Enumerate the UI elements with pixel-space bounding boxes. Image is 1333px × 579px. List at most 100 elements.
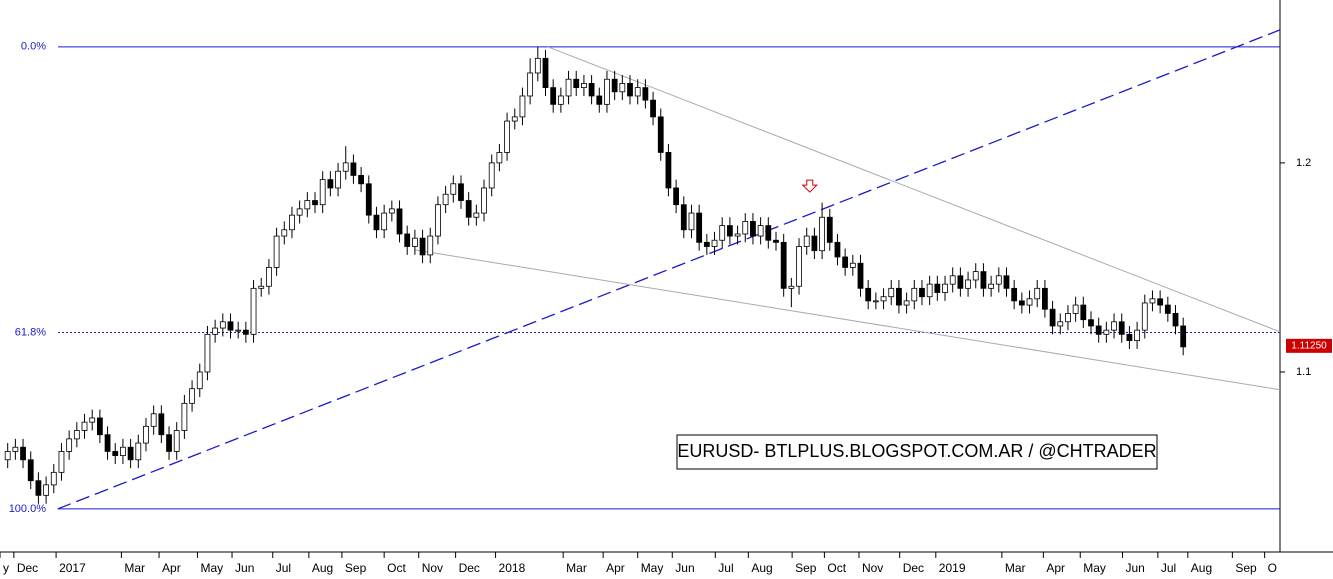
x-tick-label: Mar <box>1005 561 1026 575</box>
candle-body <box>1103 329 1110 335</box>
candle-body <box>726 225 733 237</box>
candle-body <box>1118 321 1125 335</box>
candle-body <box>204 333 211 373</box>
candle-body <box>573 78 580 89</box>
candle-body <box>43 484 49 496</box>
candle-body <box>734 233 741 237</box>
candle-body <box>1026 298 1033 306</box>
x-tick-label: Apr <box>1046 561 1065 575</box>
candle-body <box>780 241 787 289</box>
candle-body <box>27 459 34 482</box>
candle-body <box>665 152 672 189</box>
candle-body <box>742 221 749 235</box>
fib-label: 0.0% <box>21 41 46 53</box>
candle-body <box>442 193 449 206</box>
candle-body <box>504 120 510 153</box>
candle-body <box>235 329 242 332</box>
x-tick-label: Jul <box>718 561 733 575</box>
candle-body <box>673 187 680 206</box>
candle-body <box>527 72 534 97</box>
candle-body <box>388 208 395 214</box>
last-price-box <box>1286 338 1332 353</box>
candle-body <box>358 175 365 185</box>
candle-body <box>511 116 518 122</box>
candle-body <box>903 300 910 306</box>
candle-body <box>1003 275 1010 289</box>
candle-body <box>135 442 142 461</box>
candle-body <box>1180 325 1187 348</box>
candle-body <box>849 262 856 268</box>
candle-body <box>1011 287 1018 302</box>
candle-body <box>327 179 334 189</box>
x-tick-label: Sep <box>795 561 817 575</box>
last-price-label: 1.11250 <box>1291 340 1327 351</box>
candle-body <box>319 179 326 206</box>
candle-body <box>911 287 918 302</box>
candle-body <box>435 204 441 237</box>
candle-body <box>73 430 80 440</box>
candle-body <box>703 241 710 247</box>
x-tick-label: Mar <box>566 561 587 575</box>
candle-body <box>1134 329 1140 342</box>
candle-body <box>1072 304 1079 314</box>
candle-body <box>919 287 925 298</box>
x-tick-label: Apr <box>606 561 625 575</box>
candle-body <box>588 83 595 97</box>
candle-body <box>458 183 464 201</box>
candle-body <box>696 212 703 243</box>
candle-body <box>427 235 434 256</box>
candle-body <box>112 451 119 457</box>
candle-body <box>150 413 157 427</box>
candle-body <box>542 57 549 89</box>
candle-body <box>657 116 664 153</box>
candle-body <box>227 321 234 331</box>
candle-body <box>819 216 825 252</box>
candle-body <box>496 152 503 164</box>
candle-body <box>219 321 226 329</box>
candle-body <box>634 87 641 97</box>
candle-body <box>834 241 841 258</box>
candle-body <box>957 275 964 289</box>
candle-body <box>534 57 541 74</box>
candle-body <box>750 221 756 237</box>
candle-body <box>381 212 388 231</box>
candle-body <box>1057 321 1064 327</box>
candle-body <box>365 183 372 216</box>
x-tick-label: May <box>200 561 223 575</box>
x-tick-label: Sep <box>1235 561 1257 575</box>
x-tick-label: Oct <box>387 561 406 575</box>
candle-body <box>896 287 902 306</box>
x-tick-label: May <box>1083 561 1106 575</box>
candle-body <box>995 275 1002 285</box>
x-tick-label: 2019 <box>939 561 966 575</box>
trendline <box>547 46 1281 333</box>
candle-body <box>419 237 426 256</box>
candle-body <box>565 78 572 97</box>
candle-body <box>404 233 411 247</box>
candle-body <box>1034 287 1041 300</box>
candle-body <box>127 446 134 461</box>
candle-body <box>857 262 864 289</box>
x-tick-label: May <box>641 561 664 575</box>
fib-label: 61.8% <box>15 326 46 338</box>
candle-body <box>66 438 73 452</box>
x-tick-label: Dec <box>459 561 480 575</box>
candle-body <box>1141 302 1148 331</box>
candle-body <box>627 83 633 97</box>
candle-body <box>473 212 480 218</box>
candle-body <box>1018 300 1025 306</box>
x-tick-label: Jun <box>675 561 694 575</box>
x-tick-label: Aug <box>312 561 333 575</box>
candle-body <box>581 83 587 89</box>
candle-body <box>304 200 311 210</box>
candle-body <box>350 162 357 176</box>
candle-body <box>296 208 303 216</box>
fib-label: 100.0% <box>9 503 47 515</box>
candle-body <box>450 183 457 195</box>
candle-body <box>711 239 718 247</box>
candle-body <box>173 430 180 452</box>
candle-body <box>888 287 895 298</box>
candle-body <box>550 87 557 105</box>
candle-body <box>411 237 418 247</box>
candle-body <box>1095 325 1102 335</box>
